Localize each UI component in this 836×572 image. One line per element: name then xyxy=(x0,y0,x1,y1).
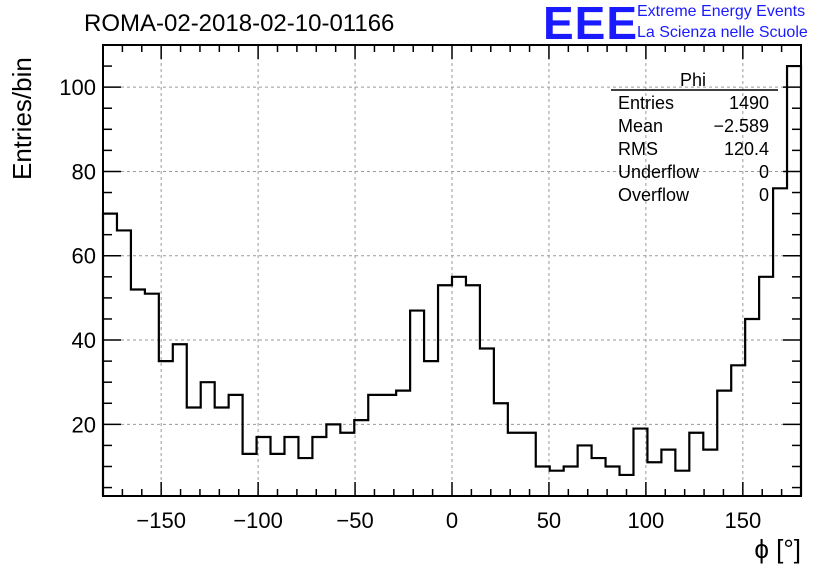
y-tick-label: 20 xyxy=(72,412,96,437)
x-axis-label: ϕ [°] xyxy=(754,534,801,564)
y-tick-label: 40 xyxy=(72,328,96,353)
histogram-outline xyxy=(101,64,803,496)
axis-ticks xyxy=(103,44,801,496)
stats-value-underflow: 0 xyxy=(758,162,769,182)
stats-value-mean: −2.589 xyxy=(713,116,769,136)
x-tick-label: −150 xyxy=(136,508,186,533)
stats-label-overflow: Overflow xyxy=(618,185,690,205)
x-tick-label: 150 xyxy=(724,508,761,533)
x-tick-label: −100 xyxy=(233,508,283,533)
stats-value-entries: 1490 xyxy=(728,93,769,113)
stats-value-rms: 120.4 xyxy=(723,139,769,159)
eee-logo: EEE xyxy=(543,0,639,49)
x-tick-label: 100 xyxy=(628,508,665,533)
y-tick-label: 100 xyxy=(59,75,96,100)
stats-label-mean: Mean xyxy=(618,116,664,136)
x-tick-label: −50 xyxy=(336,508,373,533)
logo-line-1: Extreme Energy Events xyxy=(637,3,806,20)
y-tick-label: 60 xyxy=(72,244,96,269)
x-tick-label: 0 xyxy=(446,508,458,533)
axis-tick-labels: −150 −100 −50 0 50 100 150 20 40 60 80 100 xyxy=(59,75,761,533)
stats-value-overflow: 0 xyxy=(758,185,769,205)
x-tick-label: 50 xyxy=(537,508,561,533)
chart-title: ROMA-02-2018-02-10-01166 xyxy=(84,10,395,37)
y-tick-label: 80 xyxy=(72,159,96,184)
stats-label-underflow: Underflow xyxy=(618,162,700,182)
stats-label-rms: RMS xyxy=(618,139,658,159)
grid-lines xyxy=(103,45,801,496)
y-axis-label: Entries/bin xyxy=(7,57,37,180)
logo-line-2: La Scienza nelle Scuole xyxy=(637,24,808,41)
stats-box-title: Phi xyxy=(680,70,707,90)
stats-label-entries: Entries xyxy=(618,93,675,113)
